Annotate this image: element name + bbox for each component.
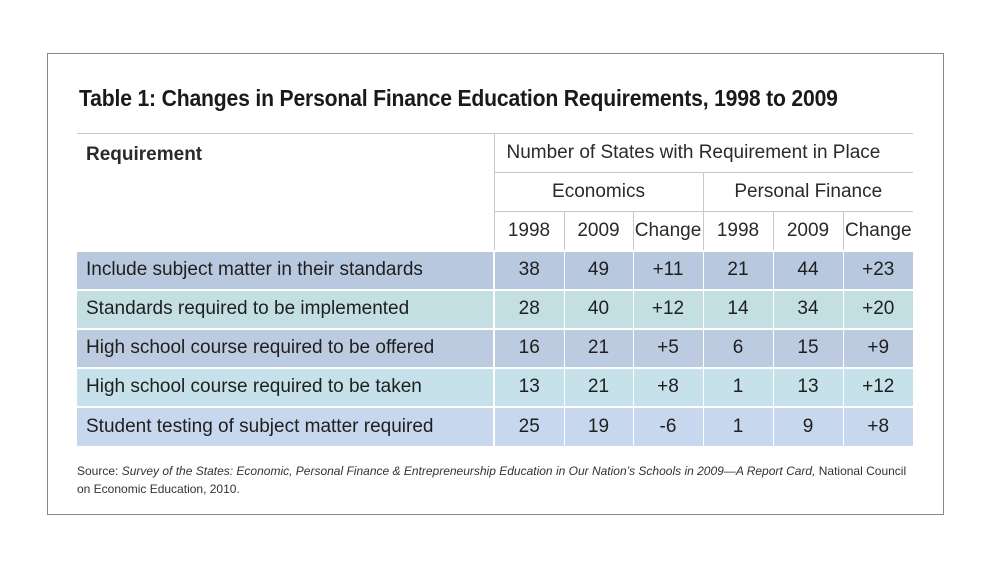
table-cell: 6 [702,327,773,368]
column-header: 2009 [772,211,843,251]
table-cell: 49 [563,249,633,290]
table-cell: 1 [702,405,773,446]
table-cell: 1 [702,366,773,407]
table-cell: +12 [842,366,913,407]
table-cell: 15 [772,327,843,368]
subgroup-personal-finance: Personal Finance [702,172,913,212]
table-frame [47,53,944,515]
table-cell: 14 [702,288,773,329]
row-label: Student testing of subject matter requir… [77,405,494,446]
column-header: Change [632,211,703,251]
table-cell: +12 [632,288,703,329]
table-cell: +8 [842,405,913,446]
table-cell: +9 [842,327,913,368]
table-cell: 13 [772,366,843,407]
source-title: Survey of the States: Economic, Personal… [121,464,816,478]
table-cell: 38 [493,249,564,290]
row-label: Standards required to be implemented [77,288,494,329]
table-title: Table 1: Changes in Personal Finance Edu… [79,85,838,111]
table-cell: 19 [563,405,633,446]
table-cell: 25 [493,405,564,446]
column-header: 1998 [702,211,773,251]
table-cell: +8 [632,366,703,407]
source-prefix: Source: [77,464,122,478]
table-cell: +20 [842,288,913,329]
row-label: High school course required to be offere… [77,327,494,368]
requirements-table: Requirement Number of States with Requir… [77,133,913,446]
table-cell: 9 [772,405,843,446]
column-header: 2009 [563,211,633,251]
subgroup-economics: Economics [493,172,703,212]
group-header: Number of States with Requirement in Pla… [493,133,913,173]
table-row: Standards required to be implemented 28 … [77,288,913,329]
table-cell: 21 [563,327,633,368]
table-cell: 16 [493,327,564,368]
table-cell: 13 [493,366,564,407]
table-cell: +23 [842,249,913,290]
table-cell: 21 [702,249,773,290]
table-cell: 44 [772,249,843,290]
requirement-column-header: Requirement [77,133,494,251]
table-cell: -6 [632,405,703,446]
row-label: High school course required to be taken [77,366,494,407]
table-cell: 34 [772,288,843,329]
source-publisher: National Council on Economic Education, … [77,464,907,496]
column-header: Change [842,211,913,251]
table-row: High school course required to be offere… [77,327,913,368]
table-cell: 21 [563,366,633,407]
column-header: 1998 [493,211,564,251]
row-label: Include subject matter in their standard… [77,249,494,290]
table-row: High school course required to be taken … [77,366,913,407]
table-row: Student testing of subject matter requir… [77,405,913,446]
table-cell: +11 [632,249,703,290]
table-row: Include subject matter in their standard… [77,249,913,290]
source-note: Source: Survey of the States: Economic, … [77,462,917,498]
table-cell: 40 [563,288,633,329]
table-cell: 28 [493,288,564,329]
table-cell: +5 [632,327,703,368]
